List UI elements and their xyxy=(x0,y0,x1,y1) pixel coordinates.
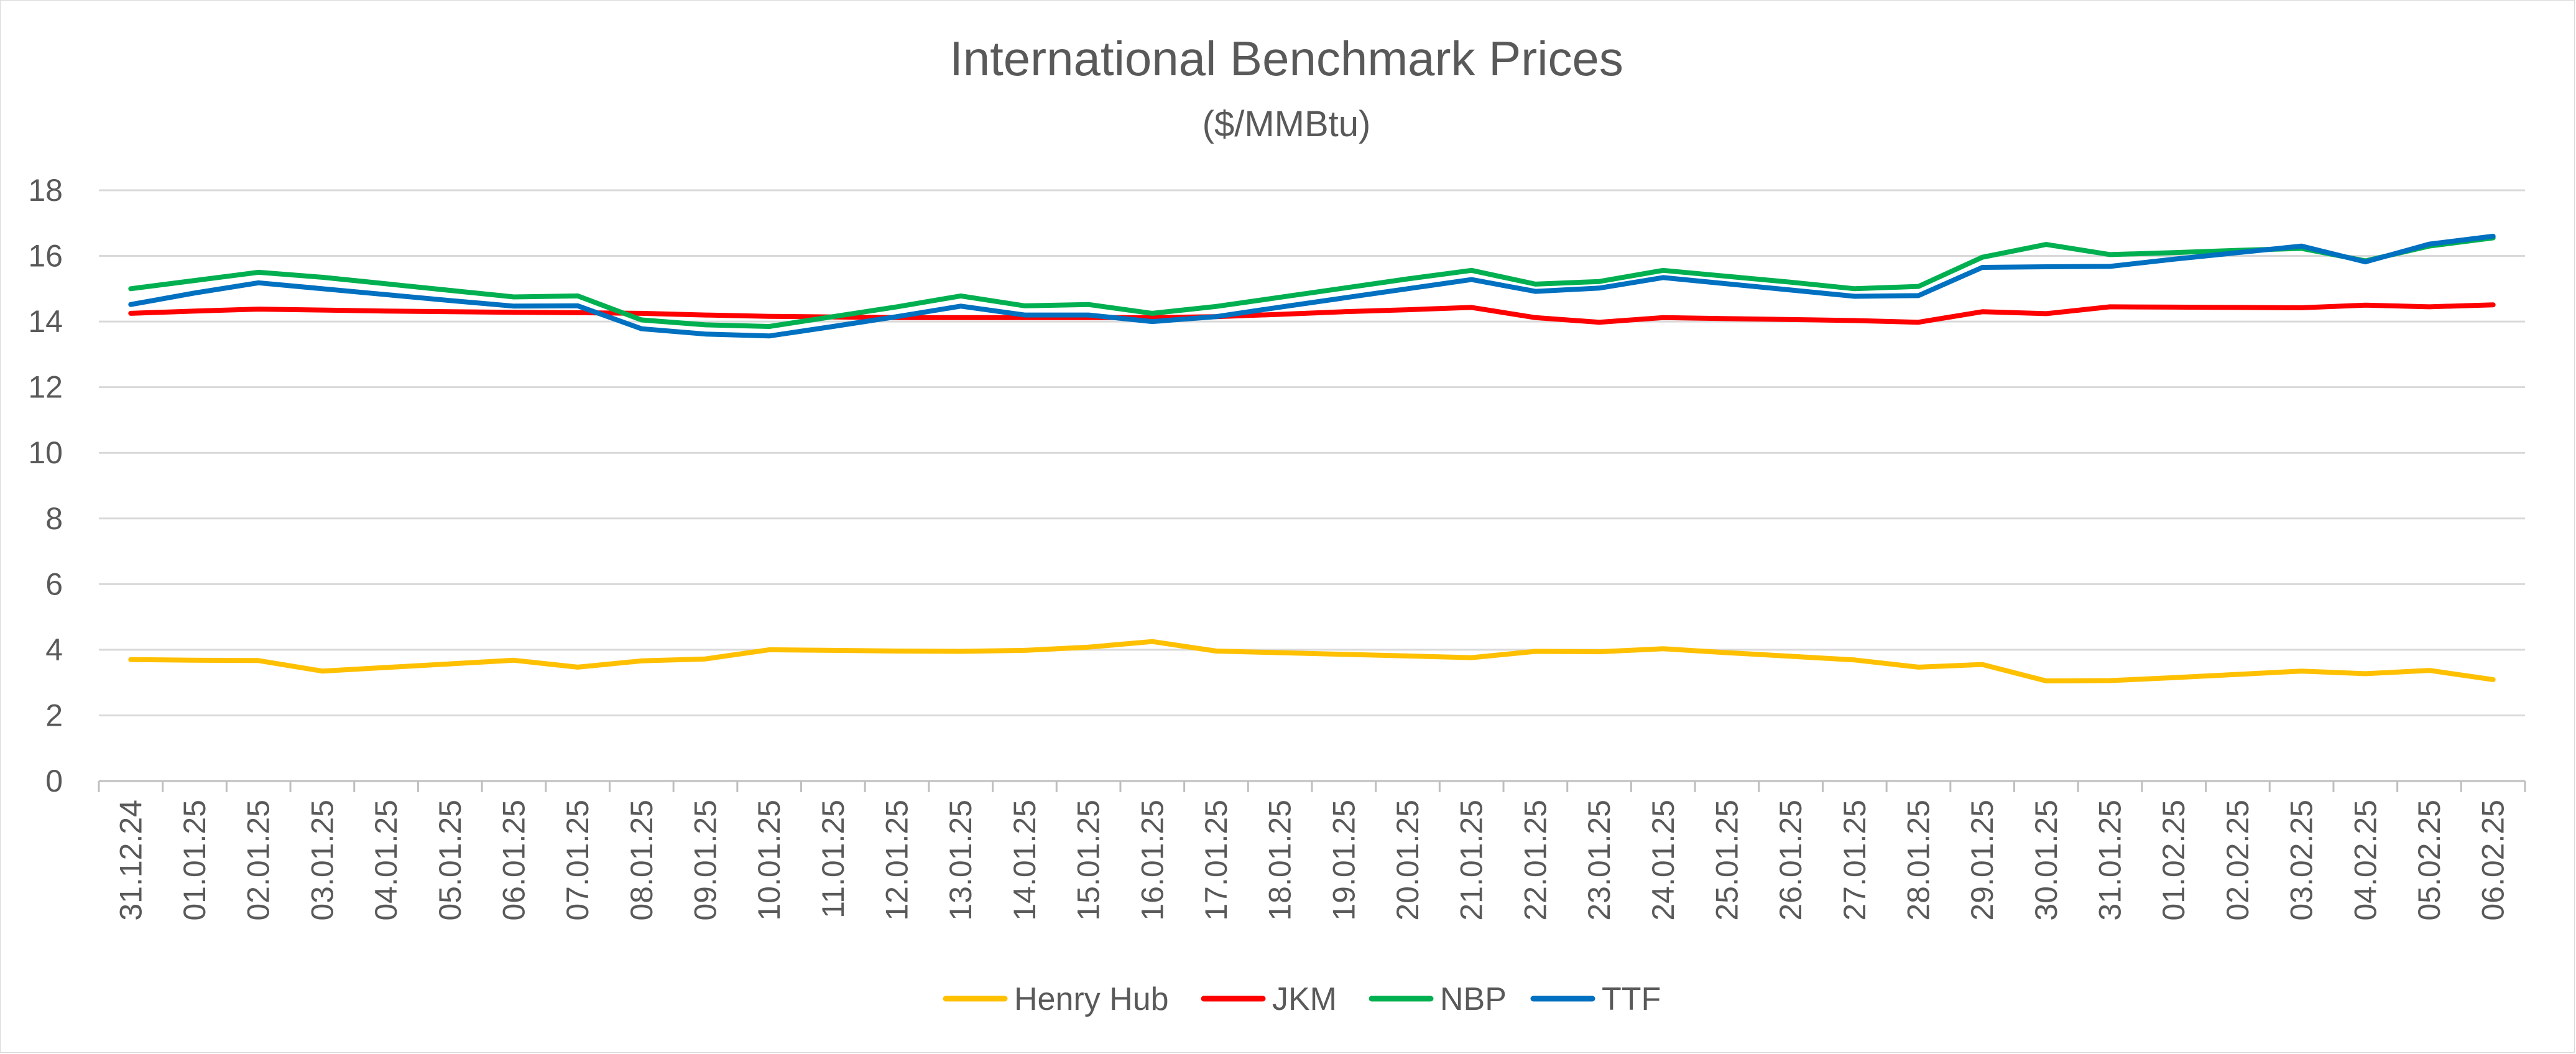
x-tick-label: 28.01.25 xyxy=(1901,800,1936,921)
series-line-nbp xyxy=(128,235,2496,329)
x-tick-label: 10.01.25 xyxy=(752,800,787,921)
x-tick-label: 31.12.24 xyxy=(113,800,148,921)
x-tick-label: 18.01.25 xyxy=(1263,800,1298,921)
y-tick-label: 10 xyxy=(28,435,63,470)
x-tick-label: 06.01.25 xyxy=(496,800,531,921)
series-line-ttf xyxy=(128,233,2496,339)
y-tick-label: 0 xyxy=(45,764,63,798)
chart-title: International Benchmark Prices xyxy=(949,31,1623,86)
x-tick-label: 07.01.25 xyxy=(560,800,595,921)
x-tick-label: 14.01.25 xyxy=(1007,800,1042,921)
x-tick-label: 12.01.25 xyxy=(880,800,915,921)
y-tick-label: 2 xyxy=(45,698,63,733)
x-tick-label: 09.01.25 xyxy=(688,800,723,921)
x-tick-label: 30.01.25 xyxy=(2029,800,2064,921)
legend-label: TTF xyxy=(1602,981,1661,1017)
x-tick-label: 01.01.25 xyxy=(177,800,212,921)
y-tick-label: 6 xyxy=(45,566,63,601)
x-tick-label: 15.01.25 xyxy=(1071,800,1106,921)
x-axis: 31.12.24 01.01.25 02.01.25 03.01.25 04.01.25… xyxy=(98,780,2526,921)
x-tick-label: 21.01.25 xyxy=(1454,800,1489,921)
x-tick-label: 04.01.25 xyxy=(369,800,404,921)
x-tick-label: 05.01.25 xyxy=(433,800,468,921)
x-tick-label: 04.02.25 xyxy=(2348,800,2383,921)
y-tick-label: 8 xyxy=(45,501,63,536)
x-tick-label: 29.01.25 xyxy=(1965,800,2000,921)
legend-label: JKM xyxy=(1272,981,1337,1017)
x-tick-label: 23.01.25 xyxy=(1582,800,1617,921)
x-tick-label: 03.02.25 xyxy=(2284,800,2319,921)
y-tick-label: 12 xyxy=(28,370,63,405)
x-tick-label: 02.01.25 xyxy=(241,800,276,921)
legend-label: NBP xyxy=(1440,981,1507,1017)
x-tick-label: 22.01.25 xyxy=(1518,800,1553,921)
x-tick-label: 16.01.25 xyxy=(1135,800,1170,921)
legend-label: Henry Hub xyxy=(1014,981,1169,1017)
x-tick-label: 27.01.25 xyxy=(1837,800,1872,921)
x-tick-label: 05.02.25 xyxy=(2412,800,2447,921)
x-tick-label: 08.01.25 xyxy=(624,800,659,921)
y-tick-label: 4 xyxy=(45,632,63,667)
series-line-henry-hub xyxy=(128,639,2496,683)
series-line-jkm xyxy=(128,302,2496,325)
x-tick-label: 31.01.25 xyxy=(2093,800,2128,921)
chart-subtitle: ($/MMBtu) xyxy=(1203,104,1371,144)
y-tick-label: 16 xyxy=(28,239,63,274)
x-tick-label: 03.01.25 xyxy=(305,800,339,921)
x-tick-label: 20.01.25 xyxy=(1390,800,1425,921)
x-tick-label: 11.01.25 xyxy=(816,800,851,918)
x-tick-label: 26.01.25 xyxy=(1773,800,1808,921)
legend: Henry Hub JKM NBP TTF xyxy=(943,981,1661,1017)
y-axis: 0 2 4 6 8 10 12 14 16 18 xyxy=(28,173,63,798)
x-tick-label: 17.01.25 xyxy=(1199,800,1234,921)
gridlines xyxy=(99,189,2525,716)
x-tick-label: 01.02.25 xyxy=(2156,800,2191,921)
y-tick-label: 14 xyxy=(28,304,63,339)
series-lines xyxy=(128,233,2496,683)
x-tick-label: 25.01.25 xyxy=(1709,800,1744,921)
x-tick-label: 24.01.25 xyxy=(1646,800,1681,921)
y-tick-label: 18 xyxy=(28,173,63,208)
x-tick-label: 02.02.25 xyxy=(2220,800,2255,921)
x-tick-label: 19.01.25 xyxy=(1326,800,1361,921)
x-tick-label: 06.02.25 xyxy=(2476,800,2511,921)
x-tick-label: 13.01.25 xyxy=(943,800,978,921)
